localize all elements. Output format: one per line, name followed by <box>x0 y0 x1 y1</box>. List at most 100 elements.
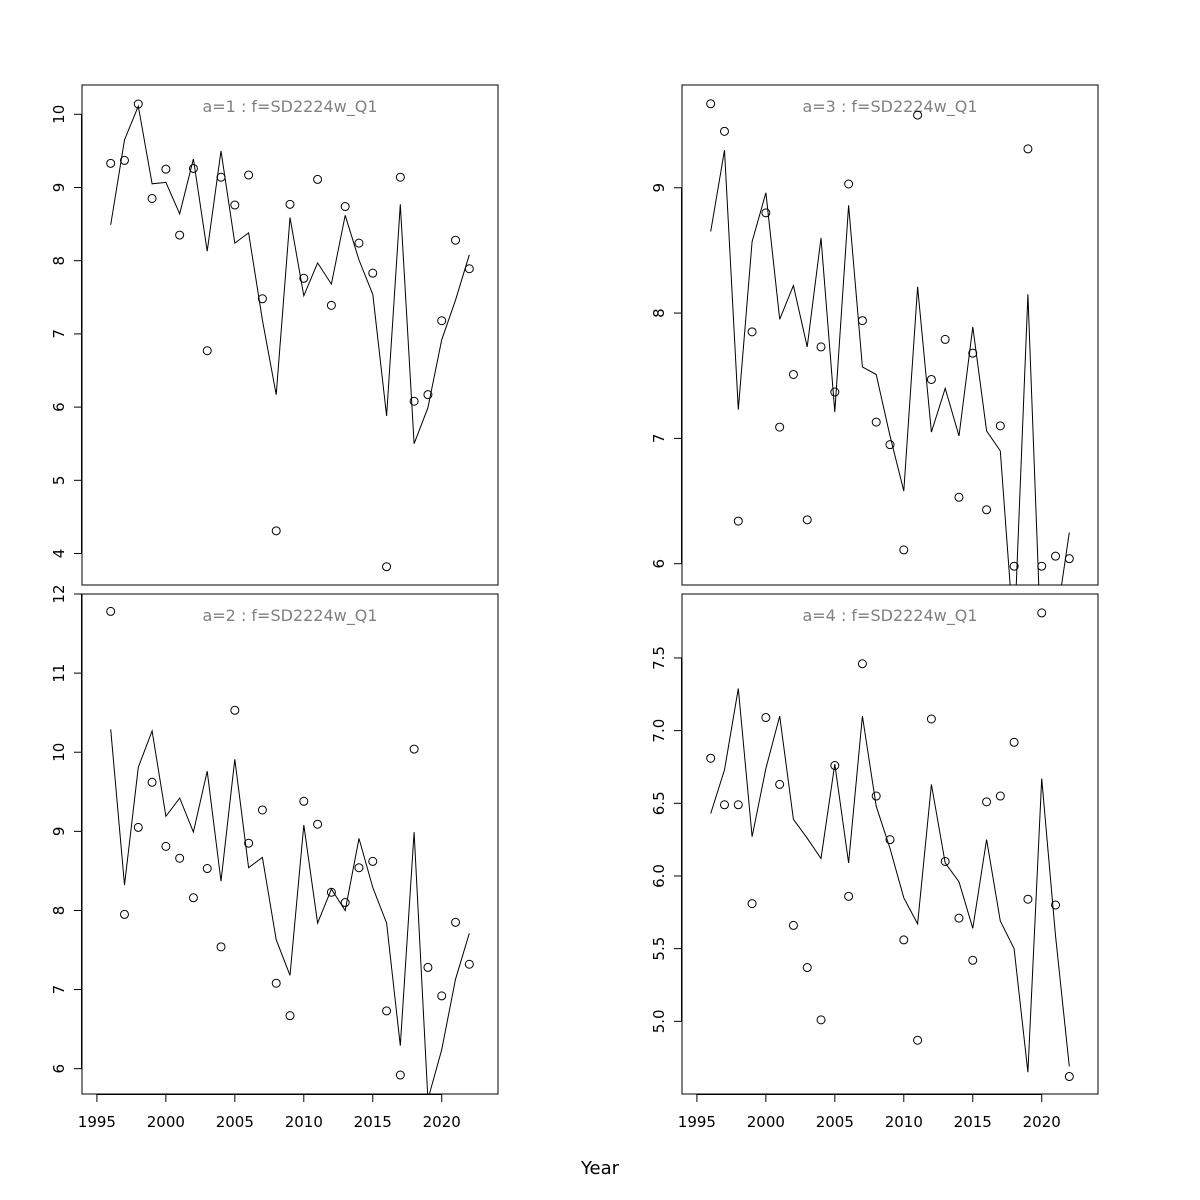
data-point <box>802 963 812 973</box>
y-tick-label: 10 <box>50 105 68 124</box>
data-point <box>147 193 157 203</box>
data-point <box>244 170 254 180</box>
data-point <box>423 390 433 400</box>
plot-area <box>106 99 474 572</box>
x-axis-label: Year <box>580 1158 620 1179</box>
data-point <box>719 800 729 810</box>
data-point <box>844 891 854 901</box>
data-point <box>354 863 364 873</box>
data-point <box>954 492 964 502</box>
data-point <box>271 526 281 536</box>
data-point <box>775 422 785 432</box>
data-point <box>382 1006 392 1016</box>
data-point <box>161 841 171 851</box>
data-point <box>230 200 240 210</box>
data-point <box>382 562 392 572</box>
data-point <box>313 819 323 829</box>
y-tick-label: 7 <box>50 329 68 339</box>
y-tick-label: 10 <box>50 743 68 762</box>
y-tick-label: 6.0 <box>650 864 668 888</box>
data-point <box>926 374 936 384</box>
fitted-line <box>710 150 1070 585</box>
data-point <box>464 959 474 969</box>
panel-title: a=2 : f=SD2224w_Q1 <box>202 606 377 626</box>
data-point <box>926 714 936 724</box>
data-point <box>340 898 350 908</box>
data-point <box>844 179 854 189</box>
data-point <box>1023 894 1033 904</box>
data-point <box>299 796 309 806</box>
y-tick-label: 7 <box>50 985 68 995</box>
data-point <box>202 346 212 356</box>
panel-title: a=3 : f=SD2224w_Q1 <box>802 97 977 117</box>
data-point <box>1037 561 1047 571</box>
data-point <box>271 978 281 988</box>
data-point <box>1037 608 1047 618</box>
data-point <box>437 991 447 1001</box>
data-point <box>899 935 909 945</box>
data-point <box>706 99 716 109</box>
data-point <box>175 230 185 240</box>
y-tick-label: 6.5 <box>650 791 668 815</box>
data-point <box>719 126 729 136</box>
data-point <box>802 515 812 525</box>
plot-frame <box>81 593 499 1095</box>
plot-area <box>706 608 1074 1082</box>
fitted-line <box>110 104 470 444</box>
y-tick-label: 8 <box>50 256 68 266</box>
data-point <box>788 369 798 379</box>
data-point <box>775 779 785 789</box>
data-point <box>464 264 474 274</box>
data-point <box>326 300 336 310</box>
data-point <box>175 853 185 863</box>
y-tick-label: 6 <box>50 402 68 412</box>
data-point <box>761 713 771 723</box>
data-point <box>313 174 323 184</box>
data-point <box>913 1035 923 1045</box>
y-tick-label: 5.5 <box>650 937 668 961</box>
y-tick-label: 8 <box>50 906 68 916</box>
data-point <box>885 440 895 450</box>
data-point <box>119 155 129 165</box>
data-point <box>706 753 716 763</box>
panel-3: a=3 : f=SD2224w_Q1 6 7 8 9 <box>650 84 1099 586</box>
data-point <box>830 387 840 397</box>
y-tick-label: 12 <box>50 584 68 603</box>
y-tick-label: 7.0 <box>650 719 668 743</box>
plot-frame <box>81 84 499 586</box>
data-point <box>788 920 798 930</box>
data-point <box>285 199 295 209</box>
data-point <box>133 99 143 109</box>
data-point <box>995 421 1005 431</box>
data-point <box>899 545 909 555</box>
data-point <box>747 899 757 909</box>
data-point <box>326 887 336 897</box>
data-point <box>1009 737 1019 747</box>
data-point <box>1009 561 1019 571</box>
y-tick-label: 9 <box>50 183 68 193</box>
x-tick-label: 2000 <box>147 1113 185 1131</box>
data-point <box>202 864 212 874</box>
data-point <box>147 777 157 787</box>
data-point <box>733 516 743 526</box>
y-tick-label: 6 <box>50 1064 68 1074</box>
data-point <box>423 962 433 972</box>
data-point <box>216 172 226 182</box>
data-point <box>1023 144 1033 154</box>
data-point <box>437 316 447 326</box>
data-point <box>188 163 198 173</box>
y-tick-label: 9 <box>650 183 668 193</box>
plot-area <box>106 606 474 1094</box>
data-point <box>188 893 198 903</box>
y-tick-label: 8 <box>650 308 668 318</box>
y-tick-label: 9 <box>50 827 68 837</box>
data-point <box>395 172 405 182</box>
data-point <box>913 110 923 120</box>
data-point <box>1051 551 1061 561</box>
data-point <box>871 417 881 427</box>
data-point <box>257 805 267 815</box>
data-point <box>1051 900 1061 910</box>
panel-title: a=1 : f=SD2224w_Q1 <box>202 97 377 117</box>
data-point <box>816 342 826 352</box>
y-tick-label: 11 <box>50 664 68 683</box>
